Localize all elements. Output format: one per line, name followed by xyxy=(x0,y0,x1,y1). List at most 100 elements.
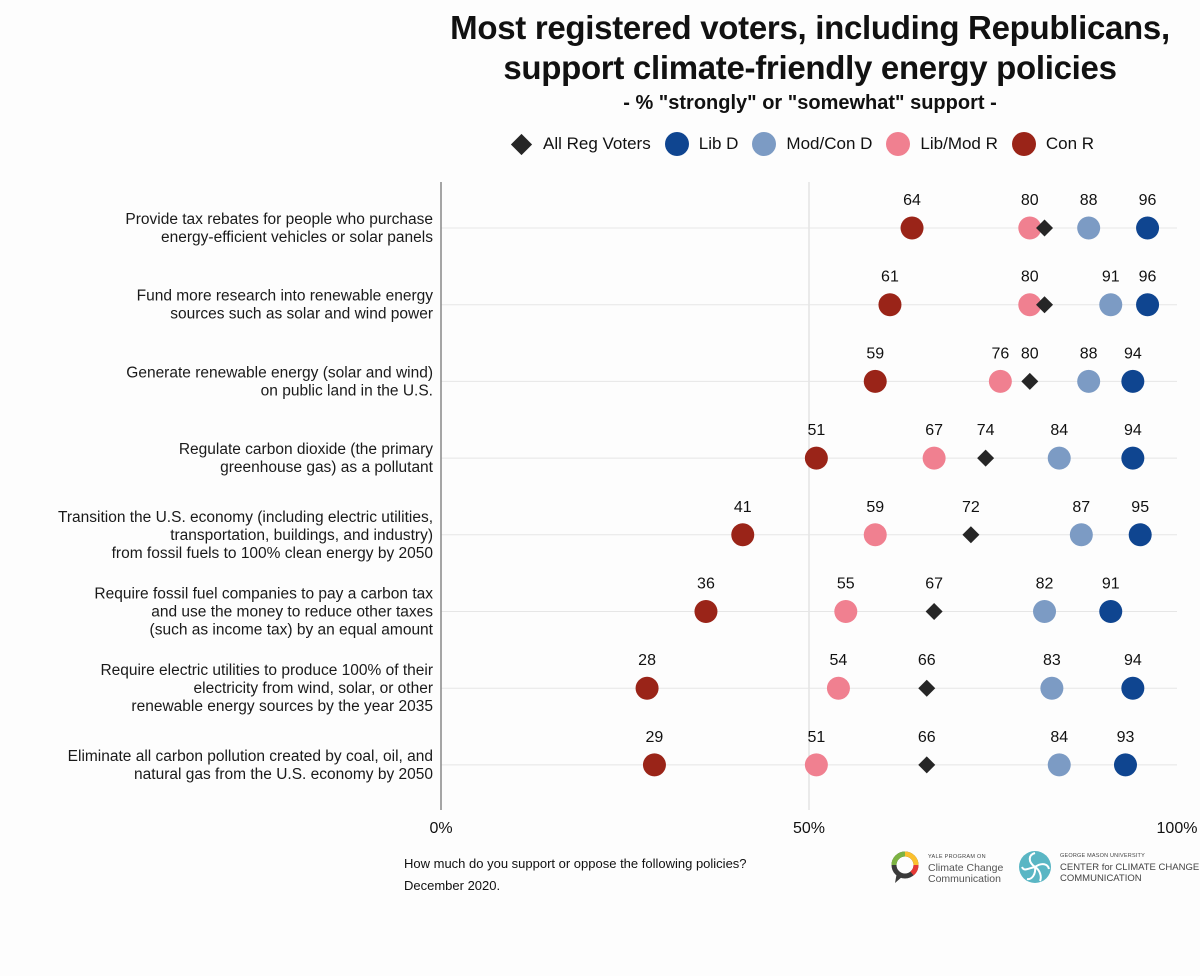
swirl-globe-icon xyxy=(1019,851,1051,883)
mod-con-d-dot xyxy=(1047,753,1071,777)
row-label: natural gas from the U.S. economy by 205… xyxy=(134,766,433,783)
data-value-label: 91 xyxy=(1102,269,1120,286)
row-label: Generate renewable energy (solar and win… xyxy=(126,364,433,381)
row-label: Eliminate all carbon pollution created b… xyxy=(68,748,433,765)
con-r-dot xyxy=(731,523,755,547)
lib-d-dot xyxy=(1121,446,1145,470)
row-label: Require fossil fuel companies to pay a c… xyxy=(94,586,433,603)
con-r-dot xyxy=(863,369,887,393)
lib-mod-r-dot xyxy=(834,600,858,623)
lib-mod-r-dot xyxy=(1018,293,1042,317)
data-value-label: 66 xyxy=(918,652,936,669)
data-value-label: 67 xyxy=(925,422,943,439)
lib-d-dot xyxy=(1136,216,1160,240)
gmu-climate-center-logo: GEORGE MASON UNIVERSITY CENTER for CLIMA… xyxy=(1018,850,1199,884)
logo-line-2: COMMUNICATION xyxy=(1060,872,1142,884)
legend-label: Con R xyxy=(1045,134,1095,153)
data-value-label: 96 xyxy=(1139,269,1157,286)
data-value-label: 54 xyxy=(830,652,848,669)
con-r-dot xyxy=(635,676,659,700)
data-value-label: 59 xyxy=(866,345,884,362)
row-label: and use the money to reduce other taxes xyxy=(151,604,433,621)
data-value-label: 64 xyxy=(903,192,921,209)
row-label: energy-efficient vehicles or solar panel… xyxy=(161,229,433,246)
data-value-label: 80 xyxy=(1021,192,1039,209)
lib-d-dot xyxy=(1128,523,1152,547)
data-value-label: 80 xyxy=(1021,269,1039,286)
logo-small-text: GEORGE MASON UNIVERSITY xyxy=(1060,852,1145,859)
lib-mod-r-dot xyxy=(804,753,828,777)
data-value-label: 80 xyxy=(1021,345,1039,362)
data-value-label: 84 xyxy=(1050,729,1068,746)
legend-label: Lib/Mod R xyxy=(920,134,998,153)
legend-circle-marker xyxy=(752,132,777,156)
data-value-label: 88 xyxy=(1080,345,1098,362)
data-value-label: 28 xyxy=(638,652,656,669)
survey-date-text: December 2020. xyxy=(404,878,501,893)
x-tick-label: 50% xyxy=(793,820,825,837)
logo-line-1: Climate Change xyxy=(928,861,1004,874)
legend-circle-marker xyxy=(886,132,911,156)
data-value-label: 95 xyxy=(1131,499,1149,516)
data-value-label: 36 xyxy=(697,576,715,593)
data-value-label: 61 xyxy=(881,269,899,286)
row-label: sources such as solar and wind power xyxy=(170,306,433,323)
lib-d-dot xyxy=(1099,600,1123,623)
all-reg-voters-diamond xyxy=(925,603,943,620)
mod-con-d-dot xyxy=(1047,446,1071,470)
data-value-label: 94 xyxy=(1124,345,1142,362)
legend-circle-marker xyxy=(664,132,689,156)
data-value-label: 76 xyxy=(991,345,1009,362)
data-value-label: 72 xyxy=(962,499,980,516)
data-value-label: 84 xyxy=(1050,422,1068,439)
data-value-label: 74 xyxy=(977,422,995,439)
row-label: from fossil fuels to 100% clean energy b… xyxy=(112,545,434,562)
legend-label: Lib D xyxy=(698,134,739,153)
data-value-label: 91 xyxy=(1102,576,1120,593)
data-value-label: 87 xyxy=(1072,499,1090,516)
row-label: on public land in the U.S. xyxy=(261,382,433,399)
data-value-label: 96 xyxy=(1139,192,1157,209)
row-label: electricity from wind, solar, or other xyxy=(194,680,433,697)
lib-d-dot xyxy=(1121,676,1145,700)
all-reg-voters-diamond xyxy=(977,449,995,467)
data-value-label: 55 xyxy=(837,576,855,593)
data-value-label: 93 xyxy=(1117,729,1135,746)
data-value-label: 51 xyxy=(807,729,825,746)
lib-d-dot xyxy=(1136,293,1160,317)
con-r-dot xyxy=(878,293,902,317)
mod-con-d-dot xyxy=(1077,216,1101,240)
legend-label: Mod/Con D xyxy=(786,134,873,153)
survey-question-text: How much do you support or oppose the fo… xyxy=(404,856,747,871)
row-label: Transition the U.S. economy (including e… xyxy=(58,509,433,526)
legend-item-lib-d: Lib D xyxy=(664,132,739,156)
speech-bubble-icon xyxy=(891,851,919,883)
data-value-label: 88 xyxy=(1080,192,1098,209)
row-label: Regulate carbon dioxide (the primary xyxy=(179,441,433,458)
con-r-dot xyxy=(804,446,828,470)
legend: All Reg Voters Lib D Mod/Con D Lib/Mod R… xyxy=(510,130,1108,158)
data-value-label: 66 xyxy=(918,729,936,746)
lib-d-dot xyxy=(1113,753,1137,777)
chart-title-line-2: support climate-friendly energy policies xyxy=(503,49,1117,86)
data-value-label: 67 xyxy=(925,576,943,593)
logo-line-2: Communication xyxy=(928,872,1001,885)
data-value-label: 94 xyxy=(1124,422,1142,439)
row-label: Require electric utilities to produce 10… xyxy=(100,662,433,679)
chart-title-line-1: Most registered voters, including Republ… xyxy=(450,9,1170,46)
legend-circle-marker xyxy=(1011,132,1036,156)
dot-plot-chart: 0% 50% 100% Provide tax rebates for people … xyxy=(58,182,1198,837)
mod-con-d-dot xyxy=(1099,293,1123,317)
con-r-dot xyxy=(900,216,924,240)
x-tick-label: 0% xyxy=(429,820,452,837)
row-label: (such as income tax) by an equal amount xyxy=(150,622,434,639)
row-label: Provide tax rebates for people who purch… xyxy=(125,211,433,228)
chart-subtitle: - % "strongly" or "somewhat" support - xyxy=(623,92,997,114)
lib-mod-r-dot xyxy=(826,676,850,700)
legend-item-lib-mod-r: Lib/Mod R xyxy=(886,132,998,156)
row-label: renewable energy sources by the year 203… xyxy=(131,698,433,715)
mod-con-d-dot xyxy=(1033,600,1057,623)
data-value-label: 59 xyxy=(866,499,884,516)
x-tick-label: 100% xyxy=(1157,820,1198,837)
logo-line-1: CENTER for CLIMATE CHANGE xyxy=(1060,861,1200,873)
